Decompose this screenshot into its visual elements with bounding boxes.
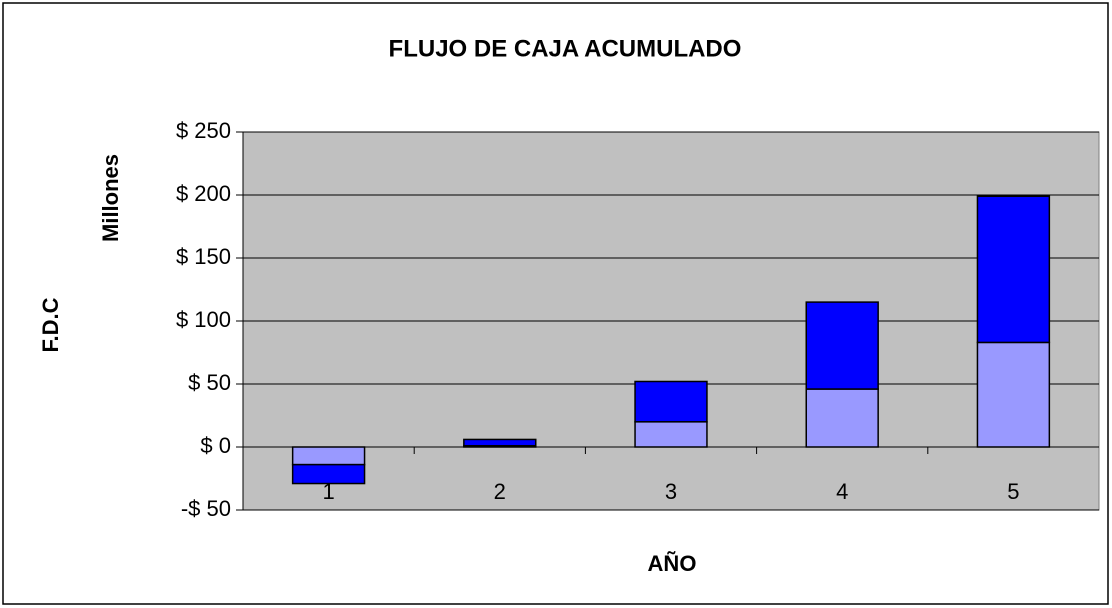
y-tick-label: $ 100 (176, 307, 231, 332)
y-tick-label: $ 150 (176, 244, 231, 269)
x-tick-label: 2 (494, 479, 506, 504)
x-tick-label: 1 (322, 479, 334, 504)
bar-segment (976, 195, 1051, 344)
y-axis-label: F.D.C (38, 297, 63, 352)
chart-title: FLUJO DE CAJA ACUMULADO (389, 35, 742, 62)
x-tick-label: 4 (836, 479, 848, 504)
y-tick-label: $ 200 (176, 181, 231, 206)
y-tick-label: $ 0 (200, 433, 231, 458)
bar-segment (463, 438, 537, 447)
x-tick-label: 5 (1007, 479, 1019, 504)
y-tick-label: $ 50 (188, 370, 231, 395)
bar-segment (634, 421, 708, 448)
bar-segment (805, 388, 879, 448)
y-unit-label: Millones (98, 154, 123, 242)
x-tick-label: 3 (665, 479, 677, 504)
bar-segment (291, 463, 366, 485)
y-tick-label: -$ 50 (181, 496, 231, 521)
bar-segment (634, 380, 708, 423)
y-tick-label: $ 250 (176, 118, 231, 143)
x-axis-label: AÑO (648, 551, 697, 576)
bar-segment (976, 341, 1051, 448)
bar-segment (291, 446, 366, 466)
bar-segment (805, 301, 879, 390)
